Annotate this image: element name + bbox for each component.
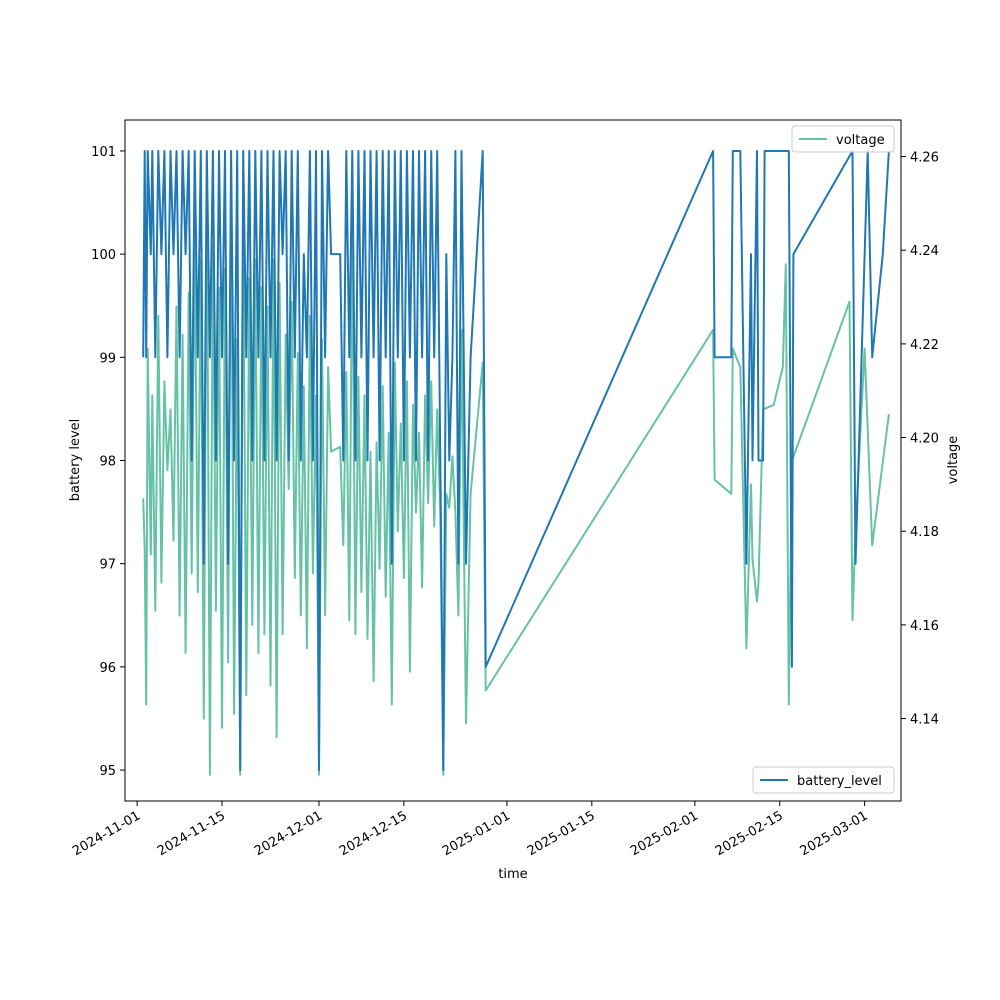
- y-right-tick-label: 4.14: [910, 713, 939, 728]
- legend-battery-level-box: [752, 766, 895, 794]
- series-layer: [142, 150, 890, 776]
- y-left-tick-label: 95: [99, 764, 116, 779]
- legend-voltage-box: [791, 125, 895, 153]
- y-right-tick-label: 4.24: [910, 244, 939, 259]
- series-line-voltage: [142, 179, 890, 776]
- y-axis-left-title: battery level: [68, 419, 83, 502]
- y-axis-left: 95 96 97 98 99 100 101: [91, 145, 125, 779]
- x-axis-title: time: [498, 867, 527, 882]
- y-right-tick-label: 4.22: [910, 338, 939, 353]
- y-left-tick-label: 97: [99, 558, 116, 573]
- y-right-tick-label: 4.16: [910, 619, 939, 634]
- y-axis-right: 4.14 4.16 4.18 4.20 4.22 4.24 4.26: [901, 151, 939, 728]
- y-left-tick-label: 100: [91, 248, 116, 263]
- y-axis-right-title: voltage: [946, 436, 961, 485]
- legend-battery-level: battery_level: [752, 766, 895, 794]
- y-right-tick-label: 4.20: [910, 432, 939, 447]
- legend-voltage-label: voltage: [836, 133, 885, 148]
- y-left-tick-label: 101: [91, 145, 116, 160]
- y-right-tick-label: 4.26: [910, 151, 939, 166]
- legend-voltage: voltage: [791, 125, 895, 153]
- y-right-tick-label: 4.18: [910, 525, 939, 540]
- y-left-tick-label: 98: [99, 455, 116, 470]
- y-left-tick-label: 96: [99, 661, 116, 676]
- legend-battery-level-label: battery_level: [797, 774, 882, 789]
- y-left-tick-label: 99: [99, 351, 116, 366]
- series-line-battery-level: [142, 150, 890, 771]
